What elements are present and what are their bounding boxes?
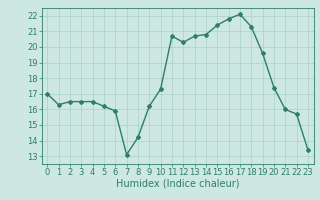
X-axis label: Humidex (Indice chaleur): Humidex (Indice chaleur) xyxy=(116,179,239,189)
